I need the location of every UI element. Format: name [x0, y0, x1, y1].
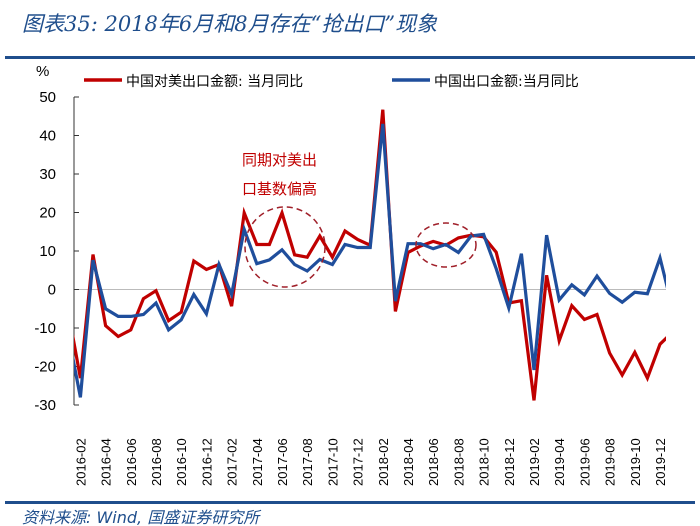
x-tick-label: 2018-06 — [426, 438, 441, 486]
y-tick-label: 30 — [39, 166, 56, 183]
x-tick-label: 2018-02 — [376, 438, 391, 486]
y-tick-label: 10 — [39, 243, 56, 260]
footer-divider — [5, 501, 695, 504]
x-tick-label: 2017-04 — [250, 438, 265, 486]
x-tick-label: 2016-12 — [199, 438, 214, 486]
annotation: 同期对美出 口基数偏高 — [242, 151, 477, 288]
y-tick-label: 20 — [39, 205, 56, 222]
y-tick-label: -20 — [34, 359, 56, 376]
y-tick-label: 50 — [39, 89, 56, 106]
source-note: 资料来源: Wind, 国盛证券研究所 — [22, 508, 260, 526]
title-divider — [5, 56, 695, 59]
x-tick-label: 2016-10 — [174, 438, 189, 486]
x-tick-label: 2019-04 — [552, 438, 567, 486]
x-tick-label: 2018-12 — [502, 438, 517, 486]
annotation-circle-2018 — [415, 222, 477, 268]
figure-title: 图表35: 2018年6月和8月存在“抢出口”现象 — [22, 12, 438, 36]
series-line-0 — [74, 109, 666, 401]
annotation-line-1: 同期对美出 — [242, 151, 317, 169]
x-tick-label: 2016-04 — [99, 438, 114, 486]
legend-label-total-exports: 中国出口金额:当月同比 — [434, 74, 579, 90]
x-tick-label: 2018-04 — [401, 438, 416, 486]
x-tick-label: 2017-06 — [275, 438, 290, 486]
x-tick-label: 2016-08 — [149, 438, 164, 486]
x-tick-label: 2017-10 — [325, 438, 340, 486]
y-tick-label: 0 — [48, 282, 56, 299]
x-tick-label: 2017-12 — [351, 438, 366, 486]
annotation-line-2: 口基数偏高 — [242, 180, 317, 198]
legend: 中国对美出口金额: 当月同比 中国出口金额:当月同比 — [84, 74, 579, 90]
x-tick-label: 2019-08 — [603, 438, 618, 486]
y-axis-label: % — [36, 63, 49, 80]
legend-label-us-exports: 中国对美出口金额: 当月同比 — [126, 74, 303, 90]
x-tick-label: 2019-12 — [653, 438, 668, 486]
x-tick-label: 2016-06 — [124, 438, 139, 486]
annotation-circle-2017 — [244, 206, 326, 288]
x-tick-label: 2017-08 — [300, 438, 315, 486]
x-tick-label: 2019-10 — [628, 438, 643, 486]
x-tick-label: 2019-02 — [527, 438, 542, 486]
y-tick-label: -30 — [34, 397, 56, 414]
x-tick-label: 2019-06 — [577, 438, 592, 486]
y-tick-label: 40 — [39, 128, 56, 145]
y-tick-label: -10 — [34, 320, 56, 337]
series-line-1 — [74, 123, 666, 398]
x-tick-label: 2018-08 — [451, 438, 466, 486]
x-tick-label: 2018-10 — [477, 438, 492, 486]
x-tick-label: 2017-02 — [225, 438, 240, 486]
x-tick-label: 2016-02 — [73, 438, 88, 486]
